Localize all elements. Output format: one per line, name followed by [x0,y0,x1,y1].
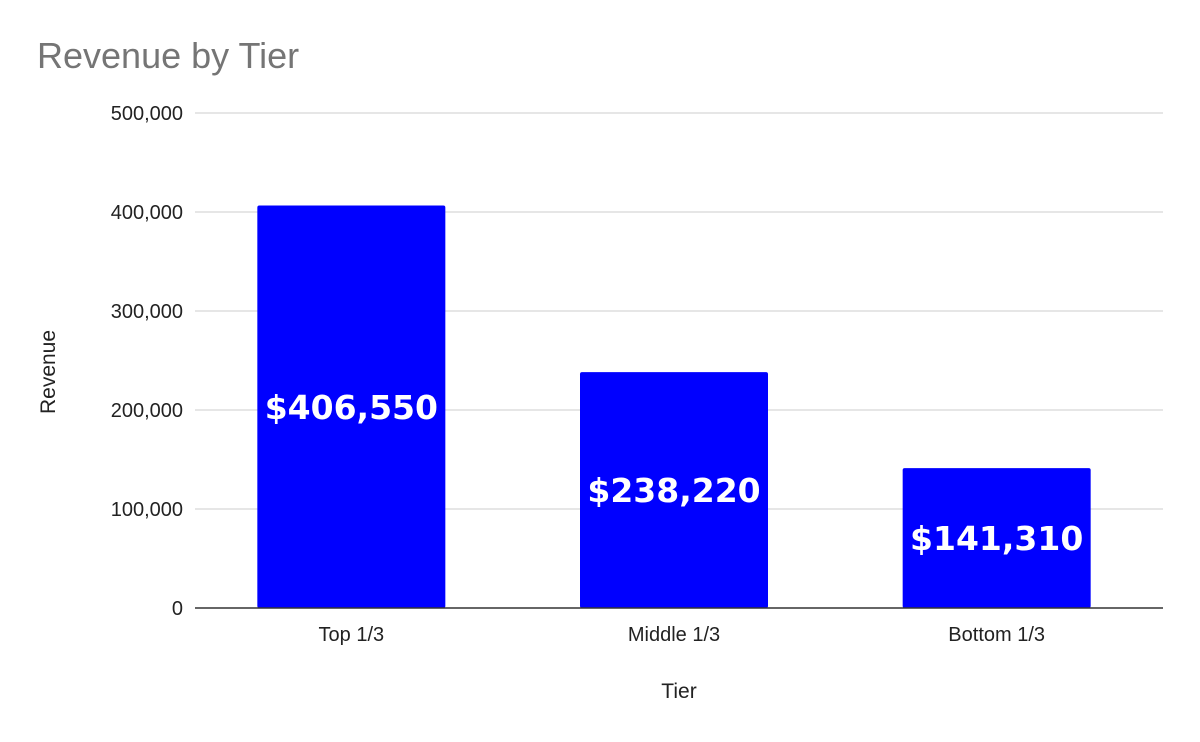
bar [580,372,768,608]
y-tick-label: 300,000 [111,301,183,323]
y-tick-label: 200,000 [111,400,183,422]
bar-data-label: $406,550 [265,388,438,427]
chart-title: Revenue by Tier [37,35,299,76]
x-axis-ticks: Top 1/3 Middle 1/3 Bottom 1/3 [319,624,1045,646]
bar [902,468,1091,608]
y-tick-label: 0 [172,598,183,620]
y-axis-title: Revenue [37,330,60,414]
x-tick-label: Bottom 1/3 [948,624,1045,646]
x-tick-label: Top 1/3 [319,624,385,646]
bar-data-label: $238,220 [587,471,760,510]
x-tick-label: Middle 1/3 [628,624,720,646]
y-tick-label: 500,000 [111,103,183,125]
data-labels: $406,550 $238,220 $141,310 [265,388,1084,558]
bar-data-label: $141,310 [910,519,1083,558]
x-axis-title: Tier [661,680,696,703]
y-axis-ticks: 0 100,000 200,000 300,000 400,000 500,000 [111,103,183,620]
bar [257,205,446,608]
y-tick-label: 400,000 [111,202,183,224]
y-tick-label: 100,000 [111,499,183,521]
bars [257,205,1091,608]
